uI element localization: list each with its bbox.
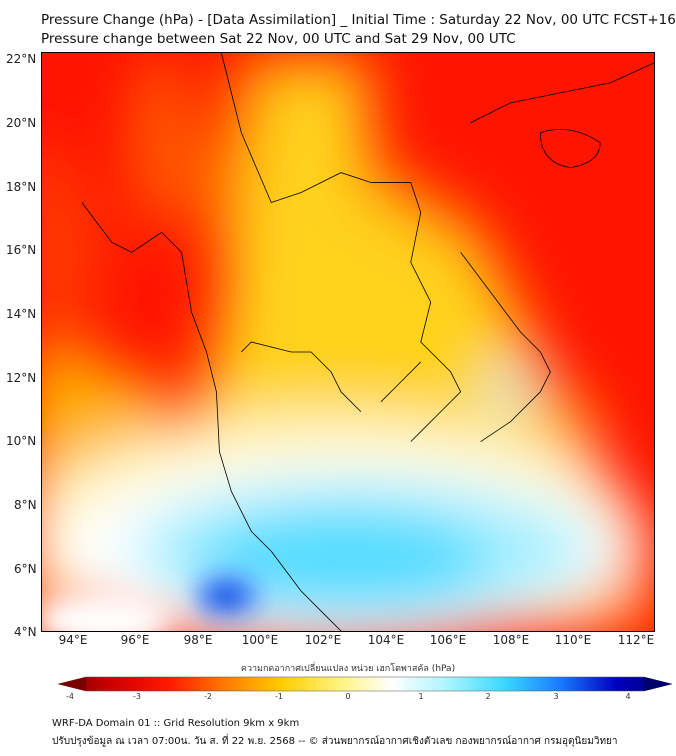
map-subtitle: Pressure change between Sat 22 Nov, 00 U… (41, 31, 516, 47)
lon-label: 100°E (241, 633, 279, 647)
colorbar-title: ความกดอากาศเปลี่ยนแปลง หน่วย เฮกโตพาสคัล… (240, 664, 456, 674)
colorbar-tick: -4 (66, 692, 74, 701)
lon-label: 108°E (492, 633, 530, 647)
lat-label: 12°N (6, 371, 37, 385)
colorbar-tick: -2 (204, 692, 212, 701)
lon-label: 94°E (58, 633, 88, 647)
colorbar-max-arrow (644, 677, 672, 691)
lat-label: 14°N (6, 307, 37, 321)
lon-label: 96°E (120, 633, 150, 647)
lat-label: 8°N (14, 498, 37, 512)
lon-label: 104°E (367, 633, 405, 647)
lat-label: 16°N (6, 243, 37, 257)
colorbar-tick: -3 (133, 692, 141, 701)
lon-label: 112°E (617, 633, 655, 647)
lon-label: 110°E (554, 633, 592, 647)
lat-label: 6°N (14, 562, 37, 576)
colorbar-tick: 3 (553, 692, 559, 701)
lat-label: 4°N (14, 625, 37, 639)
lon-label: 106°E (429, 633, 467, 647)
lat-label: 20°N (6, 116, 37, 130)
lon-label: 102°E (304, 633, 342, 647)
colorbar-min-arrow (58, 677, 86, 691)
colorbar-tick: 1 (418, 692, 424, 701)
colorbar-tick: 2 (485, 692, 491, 701)
lon-label: 98°E (183, 633, 213, 647)
pressure-change-map (41, 52, 655, 632)
footer-model-info: WRF-DA Domain 01 :: Grid Resolution 9km … (52, 718, 300, 729)
colorbar-tick: 4 (625, 692, 631, 701)
footer-credit: ปรับปรุงข้อมูล ณ เวลา 07:00น. วัน ส. ที่… (52, 736, 618, 747)
pressure-field (42, 53, 654, 631)
colorbar (58, 676, 672, 692)
map-title: Pressure Change (hPa) - [Data Assimilati… (41, 12, 676, 28)
lat-label: 22°N (6, 52, 37, 66)
lat-label: 10°N (6, 434, 37, 448)
colorbar-tick: 0 (345, 692, 351, 701)
lat-label: 18°N (6, 180, 37, 194)
coastlines-and-borders (81, 53, 654, 631)
colorbar-tick: -1 (275, 692, 283, 701)
